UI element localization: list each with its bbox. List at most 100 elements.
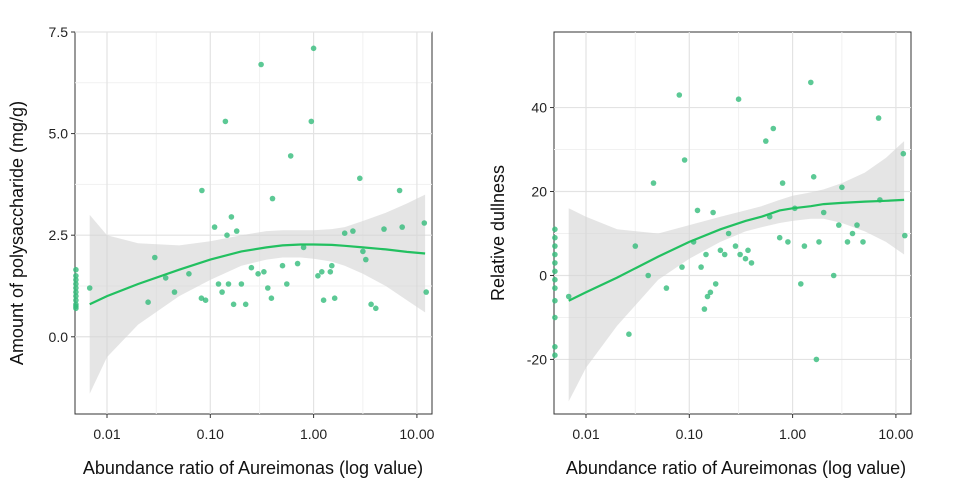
data-point — [676, 92, 683, 98]
data-point — [854, 222, 860, 228]
data-point — [785, 239, 791, 245]
data-point — [222, 118, 229, 125]
data-point — [238, 281, 245, 287]
y-tick-label: 5.0 — [49, 126, 69, 142]
data-point — [199, 187, 205, 194]
data-point — [396, 187, 403, 194]
data-point — [717, 247, 724, 254]
data-point — [552, 352, 558, 359]
scatter-points — [552, 79, 908, 363]
data-point — [341, 230, 348, 236]
data-point — [242, 301, 249, 308]
data-point — [421, 220, 428, 226]
data-point — [233, 228, 240, 234]
data-point — [552, 297, 558, 304]
data-point — [552, 344, 558, 350]
data-point — [742, 255, 749, 262]
trend-curve — [568, 198, 905, 302]
data-point — [810, 174, 817, 180]
x-axis-title: Abundance ratio of Aureimonas (log value… — [83, 458, 423, 478]
data-point — [779, 180, 786, 186]
y-tick-label: 40 — [531, 100, 547, 116]
y-ticks: 0.0 2.5 5.0 7.5 — [49, 24, 75, 345]
data-point — [839, 184, 845, 191]
data-point — [198, 295, 205, 302]
data-point — [632, 243, 639, 249]
data-point — [721, 251, 728, 258]
data-point — [162, 275, 169, 281]
data-point — [202, 297, 209, 304]
data-point — [327, 269, 334, 275]
ci-band — [568, 141, 905, 402]
data-point — [211, 224, 218, 230]
data-point — [900, 150, 907, 157]
data-point — [650, 180, 657, 186]
y-axis-title: Relative dullness — [488, 165, 508, 301]
data-point — [230, 301, 237, 308]
data-point — [552, 226, 558, 233]
data-point — [357, 175, 363, 182]
data-point — [552, 314, 558, 321]
data-point — [248, 264, 255, 271]
grid — [75, 31, 432, 414]
x-tick-label: 0.01 — [93, 426, 120, 442]
y-tick-label: 0 — [539, 267, 547, 283]
data-point — [294, 260, 301, 267]
data-point — [350, 228, 356, 234]
data-point — [373, 305, 379, 312]
data-point — [816, 239, 822, 245]
ci-band — [89, 194, 426, 394]
data-point — [224, 232, 230, 238]
data-point — [219, 289, 225, 295]
data-point — [836, 222, 842, 228]
data-point — [645, 272, 651, 279]
data-point — [73, 293, 79, 299]
x-axis-title: Abundance ratio of Aureimonas (log value… — [566, 458, 906, 478]
data-point — [698, 264, 704, 270]
x-tick-label: 10.00 — [878, 426, 913, 442]
data-point — [265, 285, 271, 291]
data-point — [737, 251, 743, 258]
panel-dullness: -20 0 20 40 0.01 0.10 1.00 10.00 Abundance rat… — [488, 31, 914, 478]
confidence-band — [568, 141, 905, 402]
data-point — [186, 271, 192, 277]
data-point — [710, 209, 716, 216]
data-point — [73, 277, 79, 283]
data-point — [308, 118, 315, 125]
data-point — [681, 157, 688, 163]
x-tick-label: 10.00 — [399, 426, 434, 442]
data-point — [565, 293, 572, 300]
data-point — [171, 289, 178, 295]
data-point — [735, 96, 742, 102]
trend-line — [568, 198, 905, 302]
data-point — [319, 269, 325, 275]
data-point — [255, 271, 261, 277]
data-point — [73, 266, 79, 273]
data-point — [329, 262, 335, 269]
data-point — [287, 153, 294, 159]
data-point — [552, 251, 558, 258]
y-ticks: -20 0 20 40 — [527, 100, 554, 367]
data-point — [73, 285, 79, 291]
data-point — [707, 289, 714, 296]
data-point — [849, 230, 856, 237]
data-point — [860, 239, 866, 245]
data-point — [694, 207, 701, 214]
data-point — [725, 230, 732, 237]
data-point — [801, 243, 808, 249]
data-point — [261, 269, 267, 275]
data-point — [269, 195, 276, 202]
y-tick-label: 20 — [531, 184, 547, 200]
x-tick-label: 1.00 — [300, 426, 327, 442]
trend-line — [89, 243, 426, 306]
trend-curve — [89, 243, 426, 306]
data-point — [552, 268, 558, 275]
data-point — [830, 272, 837, 279]
data-point — [225, 281, 232, 287]
data-point — [745, 247, 751, 254]
data-point — [228, 214, 235, 220]
y-tick-label: 7.5 — [49, 24, 69, 40]
data-point — [712, 281, 719, 287]
data-point — [776, 234, 783, 241]
data-point — [360, 248, 366, 255]
